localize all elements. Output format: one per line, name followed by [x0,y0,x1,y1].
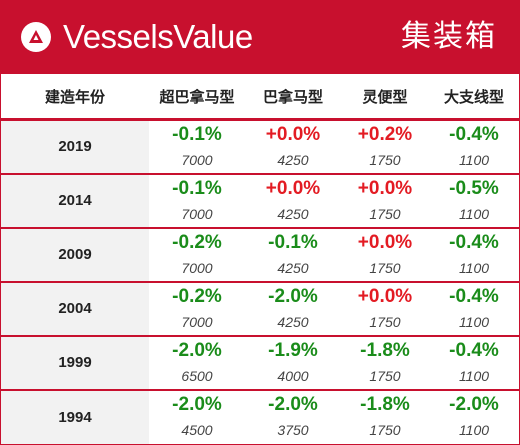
base-value: 7000 [181,151,213,168]
value-cell: -0.5% 1100 [429,172,519,228]
percent-change: +0.2% [357,123,413,145]
table-row: 2004 -0.2% 7000 -2.0% 4250 +0.0% 1750 -0.4% 1100 [1,280,519,336]
base-value: 4000 [277,367,309,384]
table-row: 1999 -2.0% 6500 -1.9% 4000 -1.8% 1750 -0.4% 1100 [1,334,519,390]
base-value: 1750 [369,151,401,168]
value-cell: -2.0% 4250 [245,280,341,336]
percent-change: +0.0% [357,177,413,199]
value-cell: -2.0% 4500 [149,388,245,444]
percent-change: -1.8% [360,394,410,415]
percent-change: -0.5% [449,177,499,199]
value-cell: -0.4% 1100 [429,226,519,282]
column-header-build-year: 建造年份 [1,74,149,121]
table-row: 2009 -0.2% 7000 -0.1% 4250 +0.0% 1750 -0.4% 1100 [1,226,519,282]
percent-change: -2.0% [172,339,222,361]
value-cell: -0.1% 7000 [149,172,245,228]
percent-change: -0.1% [268,231,318,253]
category-title: 集装箱 [401,19,497,54]
base-value: 4250 [277,151,309,168]
percent-change: +0.0% [357,231,413,253]
column-header-feedermax: 大支线型 [429,74,519,121]
percent-change: -2.0% [268,285,318,307]
percent-change: +0.0% [265,177,321,199]
percent-change: -0.4% [449,285,499,307]
base-value: 7000 [181,313,213,330]
percent-change: -1.8% [360,339,410,361]
percent-change: -2.0% [449,394,499,415]
base-value: 1100 [458,259,490,276]
value-cell: -0.2% 7000 [149,280,245,336]
base-value: 1100 [458,313,490,330]
percent-change: -0.2% [172,285,222,307]
build-year-cell: 1994 [1,388,149,444]
build-year-cell: 1999 [1,334,149,390]
build-year-cell: 2019 [1,119,149,174]
value-change-table: 建造年份 超巴拿马型 巴拿马型 灵便型 大支线型 2019 -0.1% 7000 +0… [1,74,519,444]
base-value: 4250 [277,259,309,276]
base-value: 7000 [181,259,213,276]
base-value: 1100 [458,205,490,222]
base-value: 1100 [458,151,490,168]
value-cell: -0.1% 4250 [245,226,341,282]
base-value: 1750 [369,259,401,276]
vesselsvalue-logo-icon [21,22,51,52]
value-cell: -1.8% 1750 [341,334,429,390]
brand-name: VesselsValue [63,18,253,55]
base-value: 4250 [277,205,309,222]
value-cell: -0.1% 7000 [149,120,245,174]
value-cell: -1.8% 1750 [341,388,429,444]
value-cell: +0.0% 1750 [341,226,429,282]
header-bar: VesselsValue 集装箱 [1,1,519,74]
column-header-panamax: 巴拿马型 [245,74,341,121]
value-cell: -0.4% 1100 [429,280,519,336]
value-cell: -2.0% 6500 [149,334,245,390]
base-value: 1750 [369,422,401,438]
column-header-handy: 灵便型 [341,74,429,121]
percent-change: -0.4% [449,123,499,145]
build-year-cell: 2009 [1,226,149,282]
base-value: 1750 [369,367,401,384]
value-cell: -2.0% 3750 [245,388,341,444]
value-cell: +0.0% 1750 [341,172,429,228]
base-value: 4500 [181,422,213,438]
value-cell: +0.2% 1750 [341,120,429,174]
value-cell: +0.0% 4250 [245,172,341,228]
percent-change: -2.0% [172,394,222,415]
base-value: 1750 [369,313,401,330]
build-year-cell: 2004 [1,280,149,336]
base-value: 1750 [369,205,401,222]
table-row: 2019 -0.1% 7000 +0.0% 4250 +0.2% 1750 -0.4% 1100 [1,119,519,174]
percent-change: -0.4% [449,339,499,361]
value-cell: -0.2% 7000 [149,226,245,282]
base-value: 4250 [277,313,309,330]
base-value: 1100 [458,367,490,384]
value-cell: -1.9% 4000 [245,334,341,390]
value-cell: -0.4% 1100 [429,334,519,390]
percent-change: -2.0% [268,394,318,415]
percent-change: -0.4% [449,231,499,253]
base-value: 1100 [458,422,490,438]
percent-change: +0.0% [357,285,413,307]
build-year-cell: 2014 [1,172,149,228]
value-cell: -0.4% 1100 [429,120,519,174]
percent-change: -1.9% [268,339,318,361]
base-value: 3750 [277,422,309,438]
value-cell: +0.0% 1750 [341,280,429,336]
column-header-post-panamax: 超巴拿马型 [149,74,245,121]
percent-change: -0.1% [172,123,222,145]
percent-change: -0.2% [172,231,222,253]
table-body: 2019 -0.1% 7000 +0.0% 4250 +0.2% 1750 -0.4% 1100… [1,119,519,444]
table-row: 1994 -2.0% 4500 -2.0% 3750 -1.8% 1750 -2.0% 1100 [1,388,519,444]
base-value: 6500 [181,367,213,384]
base-value: 7000 [181,205,213,222]
value-cell: +0.0% 4250 [245,120,341,174]
value-cell: -2.0% 1100 [429,388,519,444]
percent-change: -0.1% [172,177,222,199]
table-row: 2014 -0.1% 7000 +0.0% 4250 +0.0% 1750 -0.5% 1100 [1,172,519,228]
table-header-row: 建造年份 超巴拿马型 巴拿马型 灵便型 大支线型 [1,74,519,121]
percent-change: +0.0% [265,123,321,145]
